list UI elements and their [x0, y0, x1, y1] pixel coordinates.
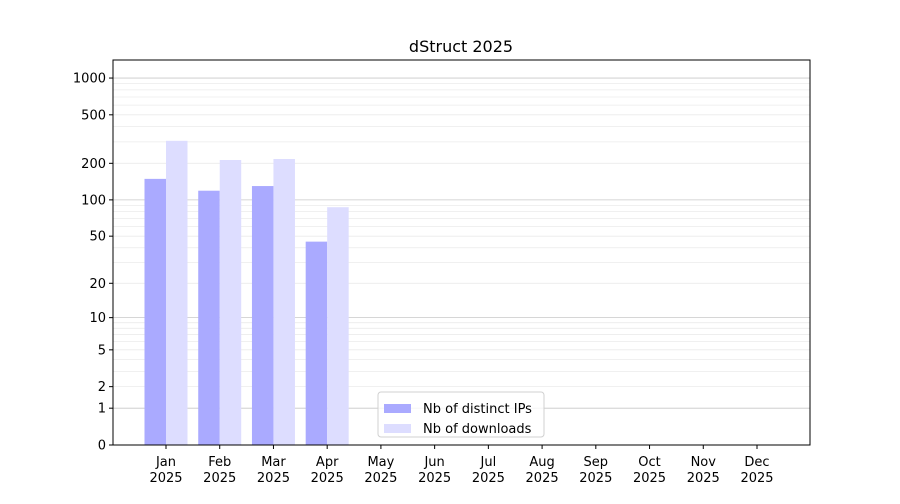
x-tick-label: Dec — [744, 455, 769, 470]
x-tick-label: 2025 — [257, 471, 290, 486]
y-tick-label: 200 — [81, 157, 106, 172]
x-tick-label: 2025 — [418, 471, 451, 486]
x-tick-label: 2025 — [687, 471, 720, 486]
bars — [144, 140, 349, 445]
y-tick-label: 500 — [81, 108, 106, 123]
bar-distinct-ips — [144, 178, 166, 445]
bar-downloads — [219, 159, 242, 445]
axes-frame — [112, 59, 811, 446]
x-tick-label: 2025 — [203, 471, 236, 486]
x-tick-label: 2025 — [579, 471, 612, 486]
x-tick-label: Feb — [208, 455, 231, 470]
bar-distinct-ips — [251, 186, 274, 445]
bar-downloads — [166, 140, 188, 445]
y-tick-label: 0 — [98, 439, 106, 454]
x-tick-label: 2025 — [311, 471, 344, 486]
legend-swatch — [384, 424, 411, 433]
y-tick-label: 20 — [89, 277, 106, 292]
y-tick-label: 10 — [89, 311, 106, 326]
x-tick-label: Sep — [584, 455, 609, 470]
x-tick-label: Aug — [529, 455, 554, 470]
x-tick-label: Jun — [423, 455, 444, 470]
bar-downloads — [327, 207, 349, 445]
legend: Nb of distinct IPs Nb of downloads — [377, 391, 545, 438]
legend-label: Nb of downloads — [423, 422, 532, 437]
x-tick-label: Nov — [691, 455, 717, 470]
x-tick-label: Apr — [316, 455, 339, 470]
bar-distinct-ips — [305, 241, 328, 445]
x-tick-label: 2025 — [149, 471, 182, 486]
x-tick-label: Oct — [638, 455, 660, 470]
x-tick-label: 2025 — [526, 471, 559, 486]
x-tick-label: Mar — [261, 455, 286, 470]
x-tick-label: 2025 — [740, 471, 773, 486]
x-tick-label: 2025 — [472, 471, 505, 486]
x-axis: Jan2025Feb2025Mar2025Apr2025May2025Jun20… — [149, 445, 774, 486]
x-tick-label: Jul — [480, 455, 497, 470]
legend-label: Nb of distinct IPs — [423, 402, 532, 417]
chart-title: dStruct 2025 — [409, 37, 513, 56]
legend-box — [377, 391, 545, 438]
y-axis: 0 1 2 5 10 20 50 100 200 500 1000 — [73, 72, 113, 454]
x-tick-label: May — [367, 455, 394, 470]
y-tick-label: 5 — [98, 343, 106, 358]
x-tick-label: 2025 — [633, 471, 666, 486]
x-tick-label: 2025 — [364, 471, 397, 486]
y-tick-label: 2 — [98, 380, 106, 395]
y-tick-label: 100 — [81, 193, 106, 208]
legend-swatch — [384, 404, 411, 413]
y-tick-label: 1000 — [73, 72, 106, 87]
y-tick-label: 50 — [89, 230, 106, 245]
y-tick-label: 1 — [98, 402, 106, 417]
bar-downloads — [273, 159, 295, 445]
x-tick-label: Jan — [155, 455, 176, 470]
bar-distinct-ips — [198, 190, 220, 445]
